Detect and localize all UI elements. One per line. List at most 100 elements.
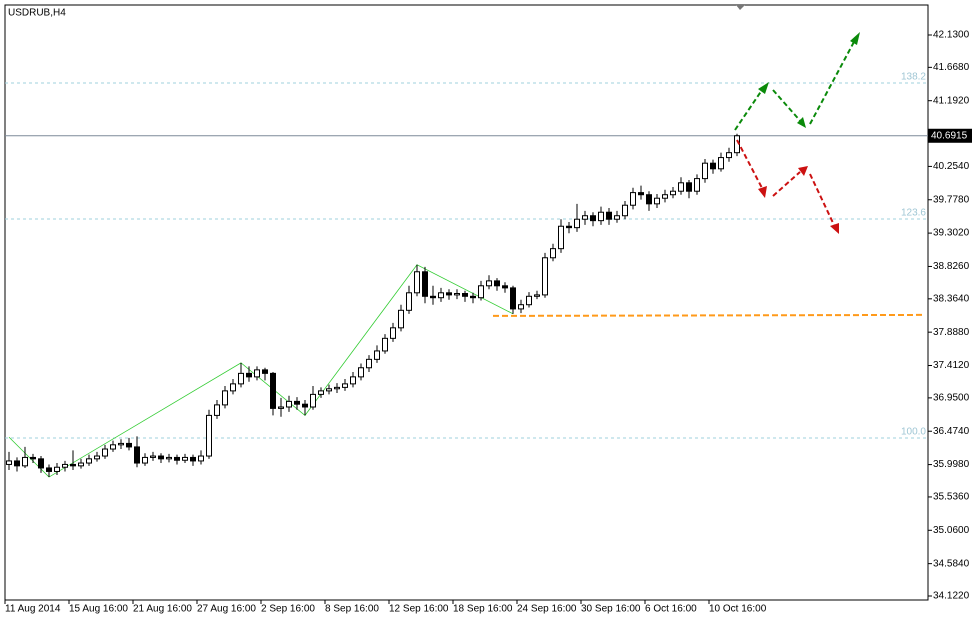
candle-body [334, 386, 340, 390]
candle-body [430, 295, 436, 299]
arrow-head [798, 166, 808, 176]
candle-body [286, 400, 292, 408]
candle-body [158, 455, 164, 460]
y-tick-label: 38.3640 [933, 293, 970, 304]
candle-body [590, 215, 596, 222]
candle-body [126, 442, 132, 448]
candle-body [238, 372, 244, 385]
candle-body [198, 455, 204, 462]
candle-body [342, 383, 348, 388]
y-tick-label: 39.7780 [933, 194, 970, 205]
candle-body [558, 225, 564, 250]
candle-body [526, 295, 532, 306]
candle-body [710, 162, 716, 170]
chart-title: USDRUB,H4 [8, 8, 66, 19]
candle-body [30, 456, 36, 460]
candle-body [6, 460, 12, 465]
arrow-line [772, 171, 801, 197]
y-tick-label: 36.4740 [933, 426, 970, 437]
candle-body [598, 211, 604, 222]
y-tick-label: 36.9500 [933, 393, 970, 404]
candle-body [718, 157, 724, 170]
candle-body [94, 455, 100, 460]
candle-body [518, 304, 524, 310]
x-tick-label: 11 Aug 2014 [5, 604, 61, 615]
candle-body [326, 388, 332, 392]
candle-body [14, 460, 20, 467]
candle-body [478, 285, 484, 299]
candle-body [214, 404, 220, 416]
candle-body [246, 372, 252, 378]
candle-body [726, 152, 732, 159]
candle-body [102, 448, 108, 457]
candle-body [414, 271, 420, 294]
candle-body [398, 309, 404, 329]
arrow-head [758, 82, 769, 94]
candle-body [574, 218, 580, 229]
arrow-line [734, 89, 763, 131]
candle-body [502, 285, 508, 289]
candle-body [374, 350, 380, 360]
candle-body [222, 390, 228, 406]
candle-body [110, 444, 116, 450]
x-tick-label: 24 Sep 16:00 [517, 604, 577, 615]
arrow-head [797, 117, 806, 128]
arrow-head [830, 223, 839, 234]
candle-body [46, 467, 52, 472]
candle-body [254, 369, 260, 378]
candle-body [646, 194, 652, 205]
candle-body [70, 463, 76, 467]
plot-frame [4, 4, 929, 601]
candle-body [118, 442, 124, 446]
candle-body [534, 294, 540, 297]
y-tick-label: 34.5840 [933, 558, 970, 569]
candle-body [134, 446, 140, 464]
y-tick-label: 35.0600 [933, 525, 970, 536]
candle-body [678, 182, 684, 192]
candle-body [686, 182, 692, 192]
candle-body [638, 192, 644, 196]
fib-label: 123.6 [901, 208, 926, 219]
x-tick-label: 12 Sep 16:00 [389, 604, 449, 615]
candle-body [662, 194, 668, 199]
x-tick-label: 8 Sep 16:00 [325, 604, 379, 615]
x-tick-label: 2 Sep 16:00 [261, 604, 315, 615]
forecast-down [736, 139, 835, 226]
x-tick-label: 18 Sep 16:00 [453, 604, 513, 615]
candle-body [438, 292, 444, 299]
y-tick-label: 35.9980 [933, 459, 970, 470]
arrow-line [736, 139, 763, 189]
candle-body [702, 162, 708, 180]
price-label-bg [928, 128, 972, 143]
candle-body [566, 225, 572, 229]
candle-body [294, 400, 300, 405]
x-tick-label: 6 Oct 16:00 [645, 604, 697, 615]
fib-label: 100.0 [901, 427, 926, 438]
candle-body [606, 211, 612, 220]
candle-body [390, 327, 396, 339]
y-tick-label: 34.1220 [933, 591, 970, 602]
candle-body [142, 456, 148, 464]
candle-body [582, 215, 588, 220]
candle-body [486, 280, 492, 287]
candle-body [62, 463, 68, 468]
x-tick-label: 15 Aug 16:00 [69, 604, 128, 615]
candle-body [422, 271, 428, 297]
candle-body [318, 390, 324, 395]
shift-marker [736, 5, 745, 10]
y-tick-label: 42.1300 [933, 30, 970, 41]
candle-body [654, 197, 660, 205]
candle-body [446, 292, 452, 296]
candle-body [366, 358, 372, 369]
forecast-up-heads [758, 32, 860, 128]
candle-body [614, 215, 620, 220]
candle-body [510, 287, 516, 310]
candle-body [470, 295, 476, 299]
price-label: 40.6915 [931, 130, 968, 141]
arrow-line [809, 173, 835, 226]
y-tick-label: 35.5360 [933, 492, 970, 503]
x-tick-label: 30 Sep 16:00 [581, 604, 641, 615]
candle-body [278, 406, 284, 409]
